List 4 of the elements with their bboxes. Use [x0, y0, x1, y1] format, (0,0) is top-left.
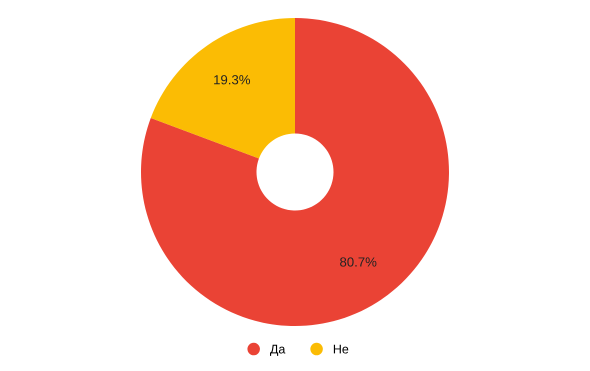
legend-label: Не: [334, 344, 348, 354]
data-label: 19.3%: [214, 75, 250, 84]
data-label: 80.7%: [340, 257, 376, 267]
legend-label: Да: [270, 344, 286, 356]
